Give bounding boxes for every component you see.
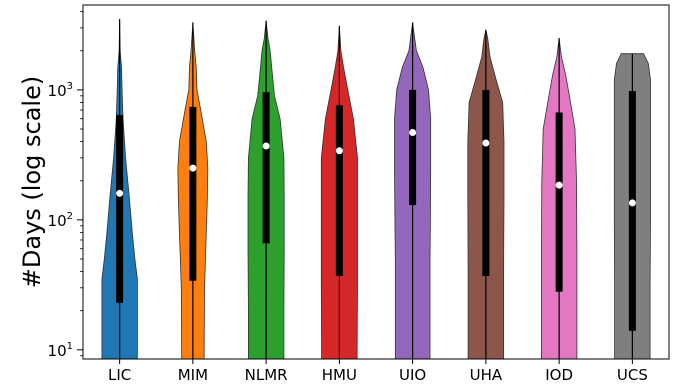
- iqr-box-uio: [409, 89, 417, 206]
- y-tick-exponent: 3: [67, 81, 73, 92]
- y-tick-label: 103: [48, 81, 73, 100]
- y-tick-base: 10: [48, 212, 67, 230]
- iqr-box-nlmr: [262, 92, 270, 244]
- median-point-lic: [116, 189, 124, 197]
- iqr-box-hmu: [335, 105, 343, 276]
- iqr-box-uha: [482, 89, 490, 276]
- x-tick-label-hmu: HMU: [322, 366, 357, 384]
- x-tick-label-ucs: UCS: [617, 366, 648, 384]
- y-tick-label: 101: [48, 341, 73, 360]
- y-axis-label: #Days (log scale): [18, 76, 46, 288]
- x-tick-label-mim: MIM: [178, 366, 208, 384]
- median-point-hmu: [335, 147, 343, 155]
- y-tick-base: 10: [48, 342, 67, 360]
- iqr-box-iod: [555, 112, 563, 292]
- x-tick-label-iod: IOD: [545, 366, 573, 384]
- y-tick-exponent: 1: [67, 341, 73, 352]
- median-point-mim: [189, 164, 197, 172]
- median-point-iod: [555, 181, 563, 189]
- x-tick-label-nlmr: NLMR: [245, 366, 288, 384]
- median-point-uha: [482, 139, 490, 147]
- x-tick-label-uio: UIO: [399, 366, 426, 384]
- iqr-box-lic: [116, 115, 124, 303]
- violin-layer: [101, 18, 651, 360]
- y-tick-exponent: 2: [67, 211, 73, 222]
- median-point-nlmr: [262, 142, 270, 150]
- y-tick-label: 102: [48, 211, 73, 230]
- median-point-uio: [409, 129, 417, 137]
- median-point-ucs: [628, 199, 636, 207]
- iqr-box-mim: [189, 106, 197, 281]
- plot-frame: [82, 4, 670, 360]
- iqr-box-ucs: [628, 91, 636, 331]
- y-tick-base: 10: [48, 82, 67, 100]
- x-tick-label-lic: LIC: [108, 366, 131, 384]
- x-tick-label-uha: UHA: [470, 366, 503, 384]
- x-axis: LIC MIM NLMR HMU UIO UHA IOD UCS: [108, 359, 648, 384]
